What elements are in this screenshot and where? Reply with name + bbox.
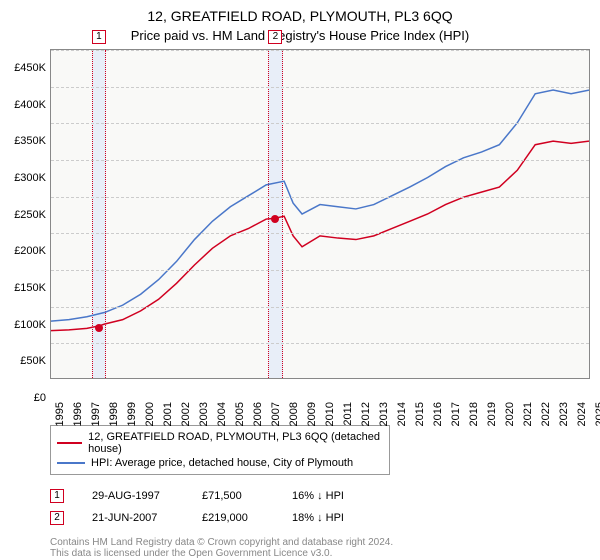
- marker-label: 2: [268, 30, 282, 44]
- x-tick-label: 2002: [180, 402, 192, 438]
- footer-line-2: This data is licensed under the Open Gov…: [50, 548, 600, 559]
- x-tick-label: 2005: [234, 402, 246, 438]
- chart-plot-area: 12: [50, 49, 590, 379]
- x-tick-label: 2022: [540, 402, 552, 438]
- event-date: 29-AUG-1997: [92, 490, 182, 502]
- y-tick-label: £450K: [0, 62, 46, 74]
- x-tick-label: 2006: [252, 402, 264, 438]
- legend-swatch: [57, 462, 85, 464]
- x-tick-label: 2016: [432, 402, 444, 438]
- event-marker: 2: [50, 511, 64, 525]
- footer: Contains HM Land Registry data © Crown c…: [50, 537, 600, 559]
- x-tick-label: 2023: [558, 402, 570, 438]
- x-tick-label: 2008: [288, 402, 300, 438]
- footer-line-1: Contains HM Land Registry data © Crown c…: [50, 537, 600, 548]
- x-tick-label: 2010: [324, 402, 336, 438]
- y-tick-label: £300K: [0, 172, 46, 184]
- gridline: [51, 197, 589, 198]
- x-tick-label: 1999: [126, 402, 138, 438]
- y-tick-label: £350K: [0, 135, 46, 147]
- y-tick-label: £150K: [0, 282, 46, 294]
- data-point: [271, 215, 279, 223]
- y-tick-label: £0: [0, 392, 46, 404]
- gridline: [51, 270, 589, 271]
- x-tick-label: 2004: [216, 402, 228, 438]
- event-date: 21-JUN-2007: [92, 512, 182, 524]
- x-tick-label: 2014: [396, 402, 408, 438]
- x-tick-label: 1996: [72, 402, 84, 438]
- gridline: [51, 87, 589, 88]
- event-marker: 1: [50, 489, 64, 503]
- x-tick-label: 2020: [504, 402, 516, 438]
- y-tick-label: £250K: [0, 209, 46, 221]
- gridline: [51, 307, 589, 308]
- page-subtitle: Price paid vs. HM Land Registry's House …: [0, 24, 600, 49]
- x-tick-label: 2018: [468, 402, 480, 438]
- marker-label: 1: [92, 30, 106, 44]
- x-tick-label: 2009: [306, 402, 318, 438]
- x-tick-label: 1998: [108, 402, 120, 438]
- event-row: 1 29-AUG-1997 £71,500 16% ↓ HPI: [50, 485, 600, 507]
- x-tick-label: 2019: [486, 402, 498, 438]
- page-title: 12, GREATFIELD ROAD, PLYMOUTH, PL3 6QQ: [0, 0, 600, 24]
- series-line-property: [51, 141, 589, 330]
- y-tick-label: £100K: [0, 319, 46, 331]
- gridline: [51, 343, 589, 344]
- x-tick-label: 2017: [450, 402, 462, 438]
- event-row: 2 21-JUN-2007 £219,000 18% ↓ HPI: [50, 507, 600, 529]
- events-table: 1 29-AUG-1997 £71,500 16% ↓ HPI 2 21-JUN-2007…: [50, 485, 600, 529]
- x-tick-label: 2024: [576, 402, 588, 438]
- series-line-hpi: [51, 90, 589, 321]
- legend-item: HPI: Average price, detached house, City…: [57, 456, 383, 470]
- x-tick-label: 2013: [378, 402, 390, 438]
- y-axis: £0£50K£100K£150K£200K£250K£300K£350K£400…: [0, 68, 50, 398]
- legend-label: HPI: Average price, detached house, City…: [91, 457, 353, 469]
- x-axis: 1995 1996 1997 1998 1999 2000 2001 2002 2003 2004…: [50, 400, 590, 444]
- x-tick-label: 1997: [90, 402, 102, 438]
- x-tick-label: 2021: [522, 402, 534, 438]
- gridline: [51, 160, 589, 161]
- event-delta: 16% ↓ HPI: [292, 490, 344, 502]
- x-tick-label: 2001: [162, 402, 174, 438]
- x-tick-label: 2015: [414, 402, 426, 438]
- x-tick-label: 2007: [270, 402, 282, 438]
- event-price: £71,500: [202, 490, 272, 502]
- x-tick-label: 2011: [342, 402, 354, 438]
- y-tick-label: £400K: [0, 99, 46, 111]
- x-tick-label: 2003: [198, 402, 210, 438]
- data-point: [95, 324, 103, 332]
- gridline: [51, 233, 589, 234]
- x-tick-label: 1995: [54, 402, 66, 438]
- event-price: £219,000: [202, 512, 272, 524]
- event-delta: 18% ↓ HPI: [292, 512, 344, 524]
- x-tick-label: 2000: [144, 402, 156, 438]
- x-tick-label: 2012: [360, 402, 372, 438]
- gridline: [51, 123, 589, 124]
- x-tick-label: 2025: [594, 402, 600, 438]
- y-tick-label: £50K: [0, 355, 46, 367]
- chart-lines-svg: [51, 50, 589, 378]
- gridline: [51, 50, 589, 51]
- y-tick-label: £200K: [0, 245, 46, 257]
